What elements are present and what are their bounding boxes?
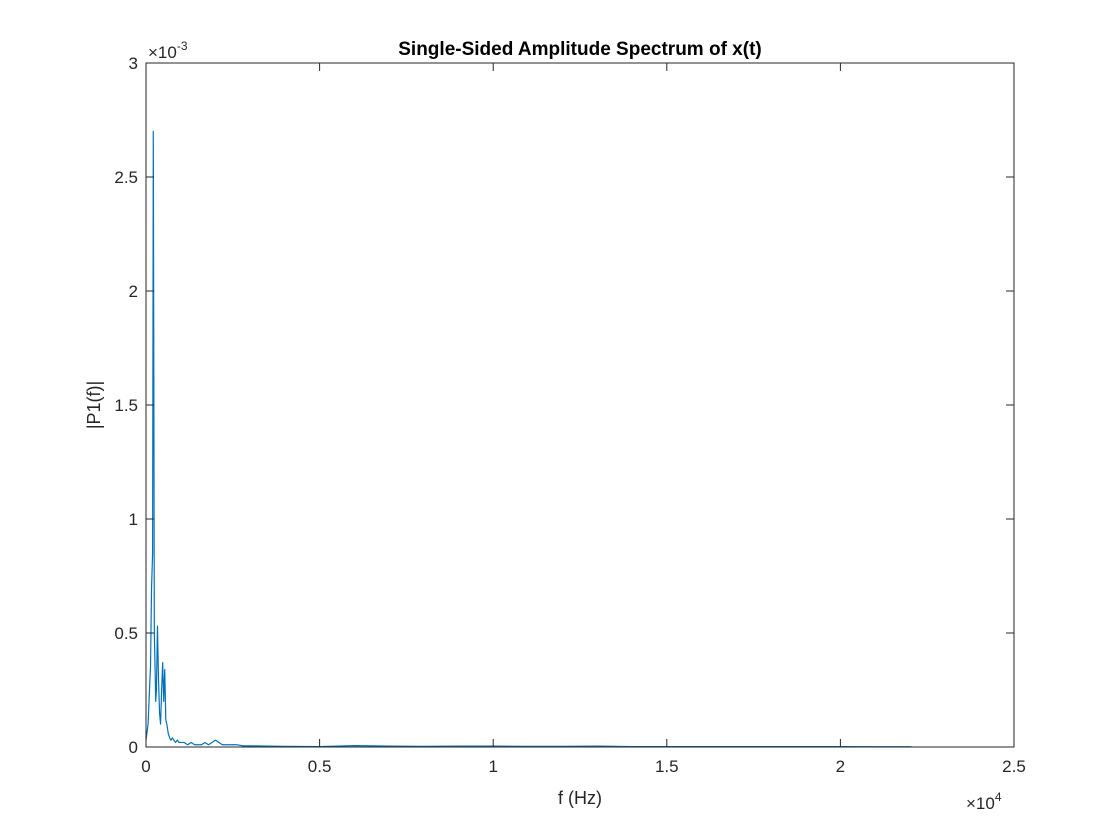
y-tick-label: 0.5	[114, 624, 138, 643]
x-tick-label: 0	[141, 757, 150, 776]
y-tick-label: 2	[129, 282, 138, 301]
x-tick-label: 1	[488, 757, 497, 776]
x-tick-label: 1.5	[655, 757, 679, 776]
x-tick-label: 2	[836, 757, 845, 776]
y-tick-label: 0	[129, 738, 138, 757]
axes-layer: 0 0.5 1 1.5 2 2.5 0 0.5 1 1.5 2 2.5 3	[114, 54, 1025, 776]
x-tick-label: 2.5	[1002, 757, 1026, 776]
x-axis-label: f (Hz)	[558, 788, 602, 808]
y-axis-label: |P1(f)|	[84, 381, 104, 429]
series-layer	[145, 130, 912, 748]
y-tick-label: 3	[129, 54, 138, 73]
y-tick-label: 1	[129, 510, 138, 529]
y-exponent-base: ×10	[148, 43, 177, 62]
series-line-0	[145, 130, 912, 748]
y-tick-label: 1.5	[114, 396, 138, 415]
y-tick-label: 2.5	[114, 168, 138, 187]
plot-area	[146, 63, 1014, 747]
x-exponent-base: ×10	[966, 794, 995, 813]
x-exponent-power: 4	[995, 790, 1002, 804]
x-tick-label: 0.5	[308, 757, 332, 776]
y-exponent-power: -3	[177, 39, 188, 53]
y-axis-exponent: ×10-3	[148, 39, 188, 62]
axes-background	[146, 63, 1014, 747]
chart-title: Single-Sided Amplitude Spectrum of x(t)	[398, 39, 761, 60]
labels-layer: Single-Sided Amplitude Spectrum of x(t) …	[84, 39, 1002, 813]
x-axis-exponent: ×104	[966, 790, 1002, 813]
